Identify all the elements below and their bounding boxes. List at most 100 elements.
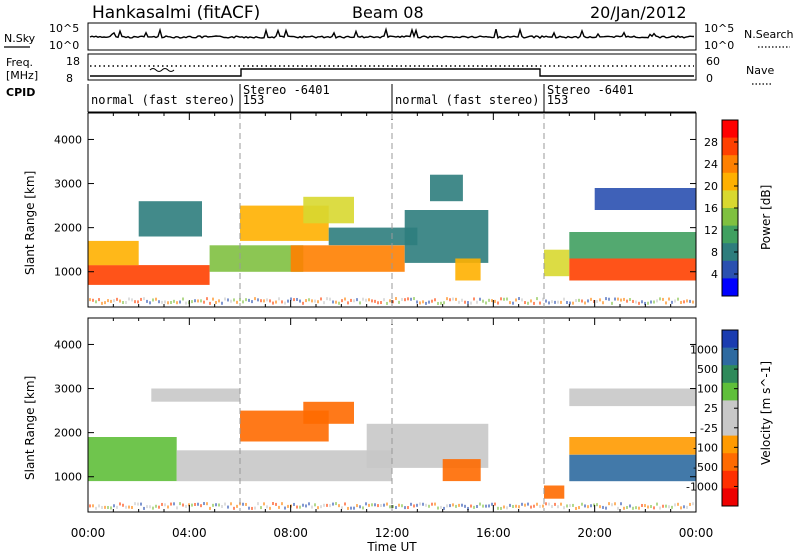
power-colorbar-cell [722, 190, 738, 209]
velocity-noise-speck [182, 503, 184, 507]
power-noise-speck [242, 300, 244, 304]
power-noise-speck [380, 301, 382, 305]
power-noise-speck [116, 297, 118, 301]
velocity-noise-speck [248, 506, 250, 510]
power-noise-speck [530, 299, 532, 303]
power-colorbar: 28 24 20 16 12 8 4 [704, 119, 739, 297]
power-region [569, 258, 696, 281]
velocity-noise-speck [590, 504, 592, 508]
velocity-noise-speck [386, 502, 388, 506]
power-noise-speck [497, 301, 499, 305]
velocity-ytick-label: 1000 [54, 471, 82, 484]
velocity-noise-speck [686, 505, 688, 509]
velocity-noise-speck [257, 502, 259, 506]
velocity-noise-speck [92, 504, 94, 508]
power-noise-speck [536, 297, 538, 301]
velocity-noise-speck [560, 502, 562, 506]
velocity-colorbar-cell [722, 347, 738, 366]
velocity-noise-speck [458, 503, 460, 507]
velocity-noise-speck [230, 502, 232, 506]
velocity-noise-speck [431, 502, 433, 506]
velocity-colorbar-label: Velocity [m s^-1] [759, 361, 773, 465]
power-noise-speck [212, 297, 214, 301]
power-region [569, 232, 696, 259]
velocity-noise-speck [134, 502, 136, 506]
power-noise-speck [233, 298, 235, 302]
freq-tick-top: 18 [66, 55, 80, 68]
power-colorbar-cell [722, 208, 738, 227]
power-noise-speck [602, 301, 604, 305]
velocity-noise-speck [566, 504, 568, 508]
cpid-segment-label: Stereo -6401 [243, 83, 330, 97]
velocity-noise-speck [683, 505, 685, 509]
x-tick-label: 12:00 [375, 526, 410, 540]
power-noise-speck [332, 300, 334, 304]
velocity-noise-speck [155, 504, 157, 508]
velocity-noise-speck [131, 505, 133, 509]
power-noise-speck [437, 301, 439, 305]
velocity-noise-speck [236, 504, 238, 508]
power-noise-speck [278, 297, 280, 301]
power-noise-speck [590, 297, 592, 301]
velocity-noise-speck [467, 506, 469, 510]
velocity-noise-speck [146, 505, 148, 509]
velocity-noise-speck [533, 504, 535, 508]
power-noise-speck [560, 300, 562, 304]
velocity-colorbar-tick-label: 25 [704, 402, 718, 415]
velocity-noise-speck [662, 504, 664, 508]
power-noise-speck [440, 301, 442, 305]
power-gridlines [239, 113, 545, 307]
velocity-noise-speck [341, 506, 343, 510]
power-noise-speck [137, 300, 139, 304]
nave-tick-top: 60 [706, 55, 720, 68]
date-title: 20/Jan/2012 [590, 3, 687, 22]
velocity-noise-speck [425, 503, 427, 507]
velocity-colorbar-tick-label: -1000 [686, 480, 718, 493]
velocity-noise-speck [317, 506, 319, 510]
power-noise-speck [98, 298, 100, 302]
x-tick-label: 20:00 [577, 526, 612, 540]
velocity-noise-speck [344, 502, 346, 506]
velocity-noise-speck [212, 503, 214, 507]
power-noise-speck [674, 299, 676, 303]
power-noise-speck [260, 299, 262, 303]
power-noise-speck [449, 298, 451, 302]
freq-scribble [149, 68, 175, 72]
velocity-noise-speck [287, 504, 289, 508]
velocity-noise-speck [227, 505, 229, 509]
velocity-noise-speck [680, 506, 682, 510]
velocity-noise-speck [434, 502, 436, 506]
power-noise-speck [362, 297, 364, 301]
velocity-noise-speck [152, 506, 154, 510]
power-colorbar-cell [722, 120, 738, 139]
velocity-region [151, 388, 240, 402]
velocity-noise-speck [551, 505, 553, 509]
velocity-noise-speck [203, 502, 205, 506]
power-noise-speck [401, 297, 403, 301]
velocity-noise-speck [392, 505, 394, 509]
power-noise-speck [194, 299, 196, 303]
freq-label-line2: [MHz] [6, 69, 38, 82]
power-noise-speck [290, 297, 292, 301]
velocity-noise-speck [614, 502, 616, 506]
velocity-noise-speck [176, 506, 178, 510]
velocity-noise-speck [185, 504, 187, 508]
power-noise-speck [236, 300, 238, 304]
velocity-noise-speck [635, 506, 637, 510]
velocity-noise-speck [554, 502, 556, 506]
power-noise-speck [554, 300, 556, 304]
velocity-noise-speck [446, 504, 448, 508]
x-tick-label: 04:00 [172, 526, 207, 540]
power-noise-speck [500, 297, 502, 301]
power-panel: 1000 2000 3000 4000 Slant Range [km] [23, 112, 697, 308]
power-noise-speck [647, 301, 649, 305]
power-noise-speck [596, 299, 598, 303]
power-noise-speck [572, 301, 574, 305]
power-noise-speck [683, 300, 685, 304]
power-region [88, 240, 139, 266]
velocity-noise-speck [293, 502, 295, 506]
velocity-noise-speck [518, 505, 520, 509]
power-noise-speck [293, 298, 295, 302]
velocity-noise-speck [617, 506, 619, 510]
velocity-noise-speck [626, 505, 628, 509]
